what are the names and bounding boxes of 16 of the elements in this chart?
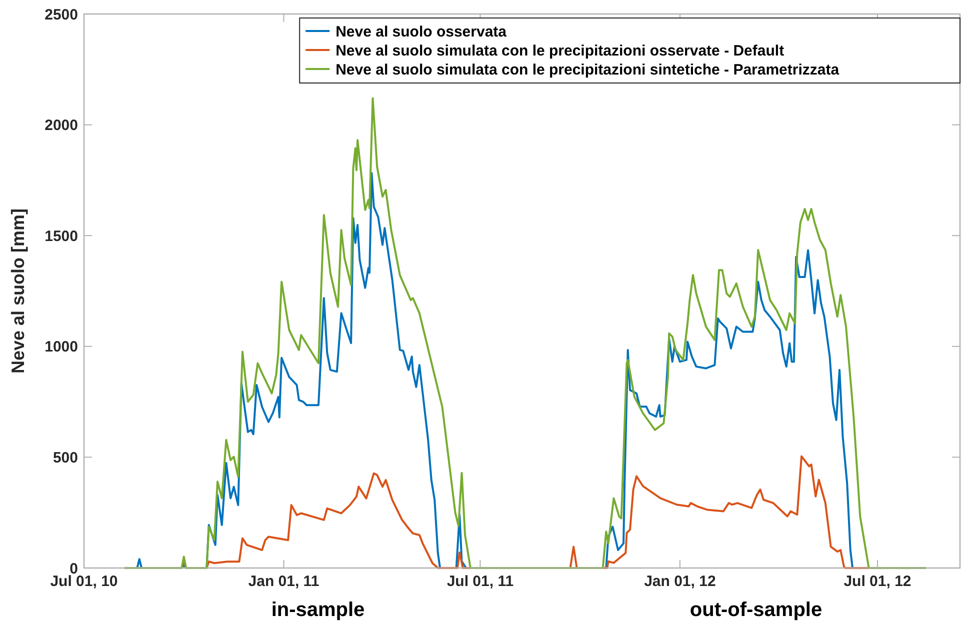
x-tick-label: Jan 01, 12 xyxy=(644,573,716,590)
y-tick-label: 2500 xyxy=(44,6,78,24)
y-tick-label: 2000 xyxy=(44,117,78,134)
y-tick-label: 500 xyxy=(52,449,78,466)
y-tick-label: 1500 xyxy=(44,228,78,245)
x-tick-label: Jan 01, 11 xyxy=(248,573,320,590)
text: in-sample xyxy=(271,599,365,621)
y-axis-title: Neve al suolo [mm] xyxy=(8,208,28,374)
legend-label: Neve al suolo osservata xyxy=(336,23,508,40)
x-tick-label: Jul 01, 12 xyxy=(844,573,912,590)
line-series xyxy=(124,97,926,569)
y-tick-label: 1000 xyxy=(44,338,78,356)
legend-label: Neve al suolo simulata con le precipitazioni sintetiche - Parametrizzata xyxy=(336,61,840,78)
legend-label: Neve al suolo simulata con le precipitazioni osservate - Default xyxy=(336,42,784,60)
text: out-of-sample xyxy=(690,599,822,621)
x-tick-label: Jul 01, 11 xyxy=(446,573,514,590)
